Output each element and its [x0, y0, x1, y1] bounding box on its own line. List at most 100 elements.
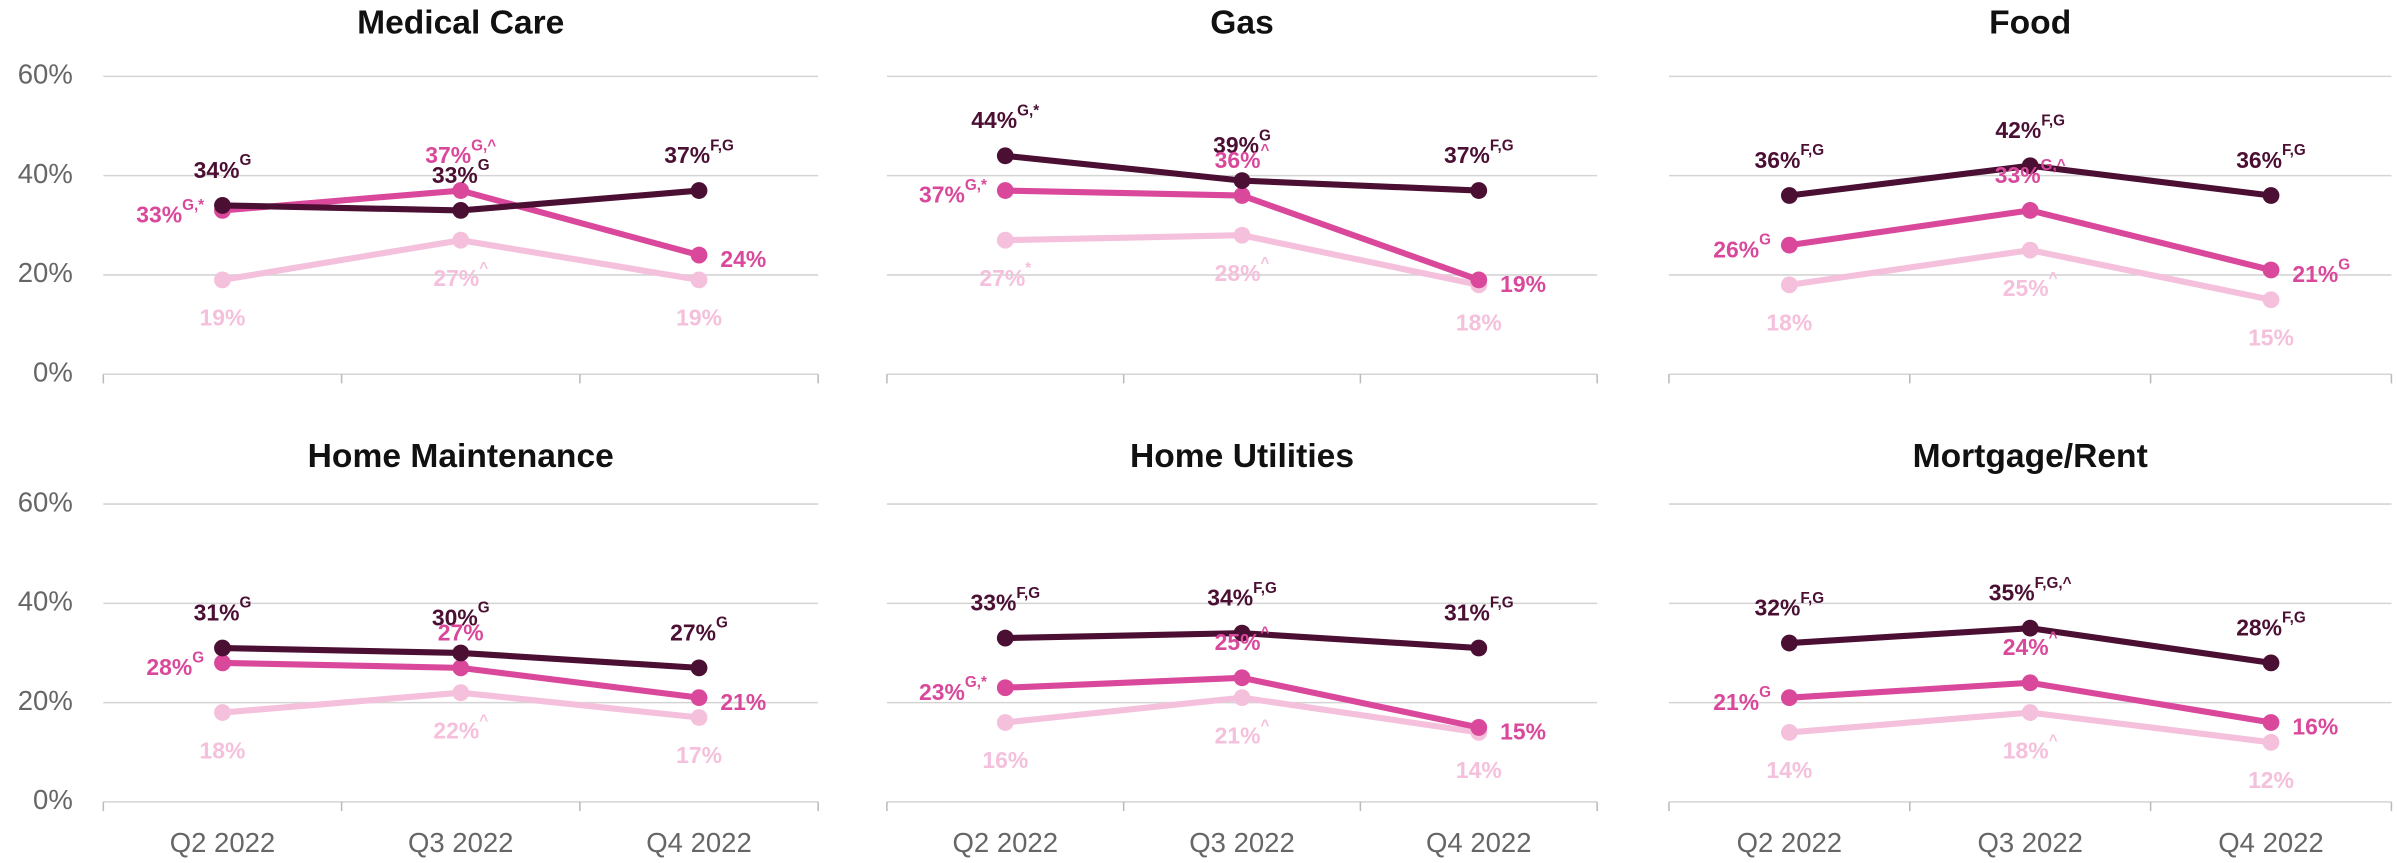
- data-label-value: 26%: [1713, 236, 1759, 262]
- data-label-note: ^: [1261, 142, 1270, 159]
- data-point: [1780, 689, 1798, 707]
- data-label-note: F,G: [2282, 142, 2306, 159]
- data-label-value: 33%: [432, 162, 478, 188]
- data-label-note: ^: [479, 260, 488, 277]
- data-label-note: F,G: [1490, 595, 1514, 612]
- data-label-value: 18%: [2003, 737, 2049, 763]
- series-line: [1788, 207, 2272, 273]
- data-label: 36%F,G: [2236, 142, 2306, 173]
- data-label-value: 37%: [919, 182, 965, 208]
- data-label: 28%G: [146, 649, 204, 680]
- data-point: [1233, 226, 1251, 244]
- data-label: 26%G: [1713, 232, 1771, 263]
- data-label-note: F,G: [1253, 580, 1277, 597]
- data-label: 14%: [1766, 757, 1812, 783]
- y-tick-label: 40%: [18, 586, 73, 617]
- data-label: 21%: [720, 689, 766, 715]
- data-label-note: F,G: [710, 137, 734, 154]
- data-label: 34%G: [194, 152, 252, 183]
- data-label-note: G,*: [965, 177, 987, 194]
- data-label: 32%F,G: [1755, 590, 1825, 621]
- data-label: 14%: [1456, 757, 1502, 783]
- data-point: [1470, 639, 1488, 657]
- data-label: 18%: [200, 737, 246, 763]
- data-label-value: 18%: [200, 737, 246, 763]
- data-label: 33%G,*: [136, 197, 204, 228]
- data-point: [1780, 634, 1798, 652]
- data-label-value: 21%: [720, 689, 766, 715]
- data-label: 23%G,*: [919, 674, 987, 705]
- data-label: 37%F,G: [1444, 137, 1514, 168]
- data-label-note: G,^: [471, 137, 496, 154]
- data-label-note: G: [239, 152, 251, 169]
- data-point: [2262, 714, 2280, 731]
- y-tick-label: 0%: [33, 784, 73, 815]
- data-point: [1780, 236, 1798, 254]
- data-label-note: ^: [1261, 718, 1270, 735]
- data-label: 27%: [438, 619, 484, 645]
- data-point: [2021, 704, 2039, 721]
- data-label: 15%: [2248, 325, 2294, 351]
- data-label-value: 37%: [664, 142, 710, 168]
- data-label-note: G,^: [2041, 157, 2066, 174]
- data-label-note: ^: [2049, 733, 2058, 750]
- data-point: [690, 659, 708, 677]
- data-label: 37%F,G: [664, 137, 734, 168]
- data-label-value: 32%: [1755, 594, 1801, 620]
- data-label-value: 34%: [1207, 585, 1253, 611]
- data-label-note: F,G: [2041, 112, 2065, 129]
- data-label-value: 25%: [1215, 629, 1261, 655]
- data-point: [690, 271, 708, 289]
- data-label: 12%: [2248, 767, 2294, 793]
- data-label: 27%^: [433, 260, 488, 291]
- data-label-note: G: [478, 600, 490, 617]
- x-tick-label: Q2 2022: [953, 827, 1058, 858]
- data-label-value: 33%: [970, 590, 1016, 616]
- data-point: [2021, 674, 2039, 692]
- data-label: 22%^: [433, 713, 488, 744]
- data-label-note: ^: [1261, 255, 1270, 272]
- data-point: [2021, 241, 2039, 259]
- data-point: [2021, 202, 2039, 219]
- data-label: 19%: [200, 305, 246, 331]
- data-label-value: 18%: [1456, 310, 1502, 336]
- data-label: 27%G: [670, 615, 728, 646]
- data-point: [690, 709, 708, 726]
- data-label-value: 27%: [433, 265, 479, 291]
- data-label-value: 44%: [971, 107, 1017, 133]
- data-point: [2262, 654, 2280, 672]
- data-label: 24%: [720, 246, 766, 272]
- data-point: [214, 654, 231, 672]
- chart-title: Food: [1989, 4, 2071, 41]
- data-label-value: 27%: [438, 619, 484, 645]
- data-label: 19%: [676, 305, 722, 331]
- x-tick-label: Q3 2022: [408, 827, 513, 858]
- data-label-value: 18%: [1766, 310, 1812, 336]
- data-label: 30%G: [432, 600, 490, 631]
- x-tick-label: Q3 2022: [1189, 827, 1294, 858]
- data-label-value: 30%: [432, 604, 478, 630]
- data-label-value: 35%: [1989, 580, 2035, 606]
- data-label-note: G: [1259, 127, 1271, 144]
- data-label-value: 19%: [200, 305, 246, 331]
- data-point: [2262, 291, 2280, 309]
- data-label-value: 24%: [2003, 634, 2049, 660]
- data-label-note: *: [1025, 260, 1031, 277]
- data-point: [996, 714, 1014, 731]
- data-label-value: 33%: [136, 202, 182, 228]
- chart-title: Gas: [1210, 4, 1274, 41]
- data-label: 28%F,G: [2236, 610, 2306, 641]
- data-label-value: 21%: [1713, 689, 1759, 715]
- y-tick-label: 60%: [18, 486, 73, 517]
- data-point: [452, 202, 470, 219]
- data-label-value: 28%: [146, 654, 192, 680]
- data-label-value: 36%: [1215, 147, 1261, 173]
- data-label-value: 34%: [194, 157, 240, 183]
- x-tick-label: Q2 2022: [170, 827, 275, 858]
- data-label-note: G: [478, 157, 490, 174]
- data-label-value: 27%: [670, 619, 716, 645]
- data-point: [690, 689, 708, 707]
- data-label-note: G,*: [1017, 103, 1039, 120]
- x-tick-label: Q4 2022: [2218, 827, 2323, 858]
- data-point: [996, 629, 1014, 647]
